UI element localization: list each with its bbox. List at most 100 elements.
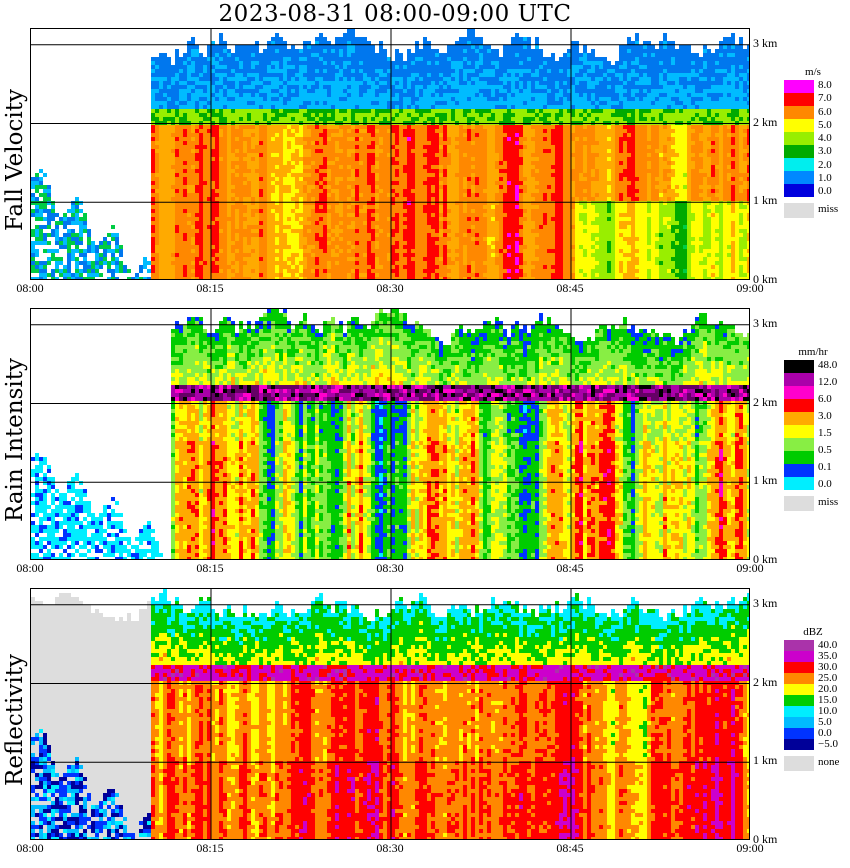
heatmap-cell <box>371 109 375 113</box>
heatmap-cell <box>447 173 451 177</box>
heatmap-cell <box>255 253 259 257</box>
heatmap-cell <box>379 245 383 249</box>
heatmap-cell <box>435 113 439 117</box>
heatmap-cell <box>191 181 195 185</box>
heatmap-cell <box>247 73 251 77</box>
heatmap-cell <box>235 93 239 97</box>
heatmap-cell <box>51 213 55 217</box>
heatmap-cell <box>427 253 431 257</box>
heatmap-cell <box>423 269 427 273</box>
heatmap-cell <box>199 61 203 65</box>
heatmap-cell <box>171 213 175 217</box>
heatmap-cell <box>303 205 307 209</box>
heatmap-cell <box>463 193 467 197</box>
heatmap-cell <box>215 237 219 241</box>
heatmap-cell <box>335 65 339 69</box>
heatmap-cell <box>219 205 223 209</box>
heatmap-cell <box>355 41 359 45</box>
heatmap-cell <box>259 57 263 61</box>
heatmap-cell <box>267 85 271 89</box>
heatmap-cell <box>347 269 351 273</box>
heatmap-cell <box>227 257 231 261</box>
heatmap-cell <box>295 65 299 69</box>
heatmap-cell <box>407 153 411 157</box>
heatmap-cell <box>463 93 467 97</box>
heatmap-cell <box>87 273 91 277</box>
heatmap-cell <box>303 253 307 257</box>
heatmap-cell <box>319 101 323 105</box>
heatmap-cell <box>39 261 43 265</box>
heatmap-cell <box>215 269 219 273</box>
heatmap-cell <box>251 269 255 273</box>
heatmap-cell <box>343 89 347 93</box>
heatmap-cell <box>387 137 391 141</box>
heatmap-cell <box>363 41 367 45</box>
heatmap-cell <box>331 145 335 149</box>
heatmap-cell <box>291 89 295 93</box>
heatmap-cell <box>355 201 359 205</box>
heatmap-cell <box>447 97 451 101</box>
heatmap-cell <box>255 69 259 73</box>
heatmap-cell <box>67 249 71 253</box>
heatmap-cell <box>243 137 247 141</box>
heatmap-cell <box>275 97 279 101</box>
heatmap-cell <box>263 117 267 121</box>
heatmap-cell <box>295 265 299 269</box>
heatmap-cell <box>311 105 315 109</box>
heatmap-cell <box>163 129 167 133</box>
heatmap-cell <box>339 221 343 225</box>
heatmap-cell <box>279 249 283 253</box>
heatmap-cell <box>415 113 419 117</box>
heatmap-cell <box>343 69 347 73</box>
heatmap-cell <box>339 153 343 157</box>
heatmap-cell <box>215 105 219 109</box>
heatmap-cell <box>255 193 259 197</box>
heatmap-cell <box>275 197 279 201</box>
heatmap-cell <box>399 237 403 241</box>
heatmap-cell <box>55 269 59 273</box>
heatmap-cell <box>227 193 231 197</box>
heatmap-cell <box>443 245 447 249</box>
heatmap-cell <box>355 169 359 173</box>
heatmap-cell <box>423 217 427 221</box>
heatmap-cell <box>411 65 415 69</box>
heatmap-cell <box>407 129 411 133</box>
heatmap-cell <box>35 225 39 229</box>
heatmap-cell <box>379 217 383 221</box>
heatmap-cell <box>419 117 423 121</box>
heatmap-cell <box>367 269 371 273</box>
heatmap-cell <box>295 117 299 121</box>
heatmap-cell <box>327 189 331 193</box>
heatmap-cell <box>111 237 115 241</box>
heatmap-cell <box>279 241 283 245</box>
heatmap-cell <box>263 221 267 225</box>
heatmap-cell <box>275 177 279 181</box>
heatmap-cell <box>363 213 367 217</box>
heatmap-cell <box>371 117 375 121</box>
heatmap-cell <box>311 189 315 193</box>
heatmap-cell <box>39 213 43 217</box>
heatmap-cell <box>155 93 159 97</box>
heatmap-cell <box>359 257 363 261</box>
heatmap-cell <box>283 141 287 145</box>
heatmap-cell <box>443 277 447 279</box>
heatmap-cell <box>327 117 331 121</box>
heatmap-cell <box>331 221 335 225</box>
heatmap-cell <box>411 237 415 241</box>
heatmap-cell <box>299 257 303 261</box>
heatmap-cell <box>235 249 239 253</box>
heatmap-cell <box>403 157 407 161</box>
heatmap-cell <box>375 189 379 193</box>
heatmap-cell <box>439 145 443 149</box>
heatmap-cell <box>167 217 171 221</box>
heatmap-cell <box>371 241 375 245</box>
heatmap-cell <box>335 125 339 129</box>
heatmap-cell <box>371 157 375 161</box>
heatmap-cell <box>463 101 467 105</box>
heatmap-cell <box>155 97 159 101</box>
heatmap-cell <box>251 261 255 265</box>
heatmap-cell <box>191 37 195 41</box>
heatmap-cell <box>319 113 323 117</box>
heatmap-cell <box>355 209 359 213</box>
heatmap-cell <box>207 221 211 225</box>
